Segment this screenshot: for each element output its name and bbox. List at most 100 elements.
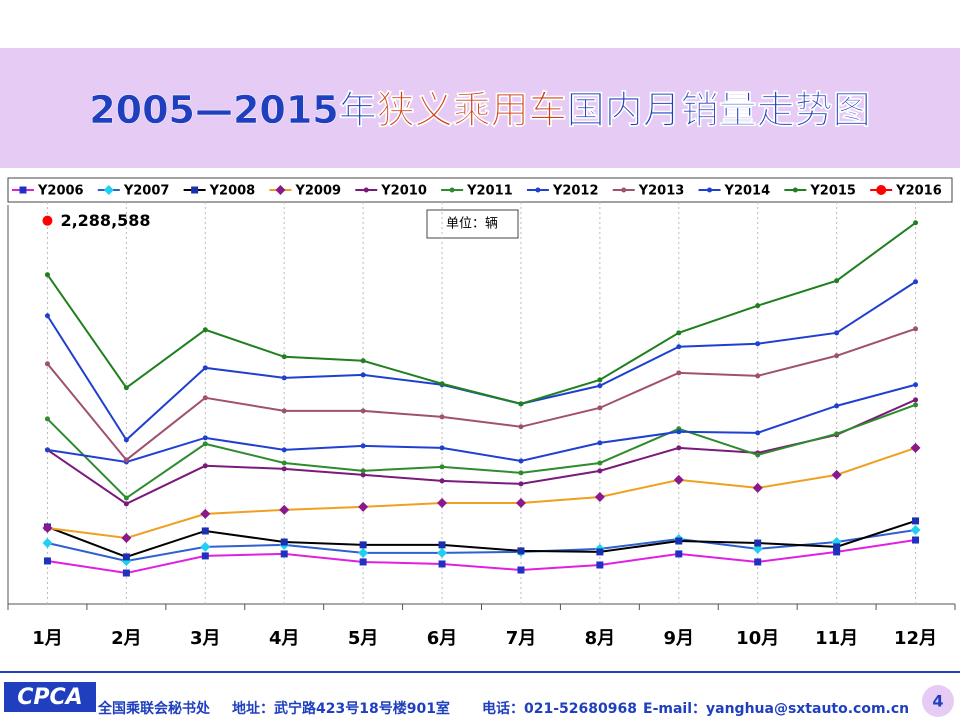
marker: [621, 187, 627, 193]
marker: [44, 416, 50, 422]
marker: [518, 470, 524, 476]
marker: [676, 370, 682, 376]
marker: [876, 185, 887, 195]
series-line: [46, 221, 917, 405]
series-line: [46, 403, 916, 500]
marker: [360, 468, 366, 474]
x-tick-label: 6月: [427, 628, 458, 649]
marker: [360, 472, 366, 478]
legend-label: Y2010: [380, 184, 427, 199]
marker: [437, 497, 448, 508]
marker: [43, 557, 51, 565]
marker: [754, 558, 762, 566]
series-line: [46, 327, 916, 462]
marker: [201, 527, 209, 535]
marker: [597, 468, 603, 474]
marker: [518, 424, 524, 430]
logo-bg: [4, 682, 96, 712]
marker: [42, 215, 53, 226]
series-line: [46, 398, 916, 505]
marker: [191, 186, 199, 194]
marker: [792, 187, 798, 193]
legend-label: Y2008: [209, 184, 256, 199]
marker: [676, 344, 682, 350]
marker: [518, 481, 524, 487]
logo: CPCA: [17, 685, 82, 710]
marker: [755, 341, 761, 347]
marker: [596, 561, 604, 569]
marker: [281, 466, 287, 472]
marker: [831, 469, 842, 480]
marker: [676, 330, 682, 336]
marker: [449, 187, 455, 193]
marker: [122, 553, 130, 561]
marker: [755, 303, 761, 309]
marker: [122, 569, 130, 577]
marker: [360, 372, 366, 378]
marker: [438, 560, 446, 568]
marker: [360, 408, 366, 414]
x-tick-label: 5月: [348, 628, 379, 649]
marker: [834, 403, 840, 409]
marker: [752, 482, 763, 493]
title-part: 狭义乘用车: [377, 88, 567, 132]
marker: [358, 547, 369, 558]
marker: [913, 220, 919, 226]
x-tick-label: 2月: [111, 628, 142, 649]
series-line: [46, 280, 917, 442]
marker: [755, 373, 761, 379]
marker: [673, 474, 684, 485]
marker: [913, 397, 919, 403]
footer-address: 地址：武宁路423号18号楼901室: [232, 700, 450, 717]
legend-label: Y2013: [638, 184, 685, 199]
legend-label: Y2012: [552, 184, 599, 199]
x-tick-label: 7月: [506, 628, 537, 649]
marker: [281, 460, 287, 466]
series-line: [47, 539, 916, 575]
marker: [518, 401, 524, 407]
marker: [281, 354, 287, 360]
marker: [281, 375, 287, 381]
title-part: 2005—2015年: [89, 88, 377, 132]
x-tick-label: 1月: [32, 628, 63, 649]
unit-label: 单位：辆: [446, 217, 498, 232]
marker: [597, 405, 603, 411]
marker: [363, 187, 369, 193]
marker: [834, 330, 840, 336]
marker: [281, 447, 287, 453]
marker: [596, 548, 604, 556]
marker: [597, 460, 603, 466]
marker: [912, 536, 920, 544]
marker: [517, 566, 525, 574]
marker: [535, 187, 541, 193]
marker: [279, 504, 290, 515]
marker: [913, 402, 919, 408]
marker: [597, 377, 603, 383]
marker: [438, 541, 446, 549]
x-tick-label: 4月: [269, 628, 300, 649]
marker: [358, 501, 369, 512]
footer-email: E-mail：yanghua@sxtauto.com.cn: [643, 701, 909, 717]
marker: [202, 435, 208, 441]
marker: [202, 441, 208, 447]
marker: [833, 543, 841, 551]
marker: [275, 185, 286, 195]
marker: [360, 443, 366, 449]
marker: [707, 187, 713, 193]
marker: [755, 430, 761, 436]
marker: [123, 385, 129, 391]
series-line: [47, 528, 916, 562]
marker: [515, 497, 526, 508]
marker: [439, 381, 445, 387]
marker: [676, 429, 682, 435]
marker: [44, 447, 50, 453]
series-line: [47, 383, 916, 463]
marker: [123, 437, 129, 443]
marker: [439, 478, 445, 484]
marker: [913, 382, 919, 388]
legend-label: Y2016: [895, 184, 942, 199]
marker: [676, 445, 682, 451]
marker: [201, 552, 209, 560]
x-tick-label: 8月: [585, 628, 616, 649]
header-band: [0, 48, 960, 168]
